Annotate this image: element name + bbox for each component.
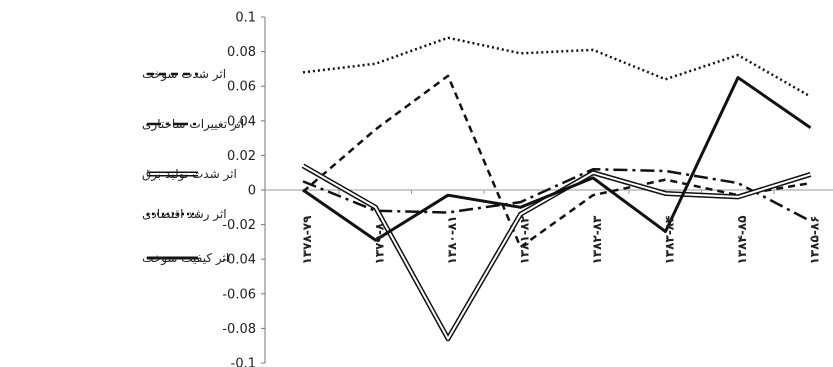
series-line [302,76,812,242]
x-tick-label: ۱۳۷۹-۸۰ [373,216,387,265]
y-tick-label: 0.02 [227,149,256,164]
series-line-path [302,76,812,242]
x-tick-label: ۱۳۸۳-۸۴ [663,216,677,265]
legend-label: اثر رشد اقتصادی [142,207,227,222]
y-tick-label: -0.02 [222,218,256,233]
x-tick-label: ۱۳۸۲-۸۳ [590,215,604,265]
series-line-path [302,36,812,98]
legend-label: اثر شدت سوخت [142,67,226,82]
legend-item: اثر شدت سوخت [142,67,226,82]
x-tick-label: ۱۳۸۴-۸۵ [735,216,749,265]
series-layer [301,36,812,342]
y-tick-label: -0.1 [231,357,256,367]
y-axis: 0.1 0.08 0.06 0.04 0.02 0 -0.02 -0.04 -0.06 -0.08… [222,11,266,367]
y-tick-label: -0.08 [222,322,256,337]
legend-label: اثر تغییرات ساختاری [142,117,244,132]
series-line-path [302,167,812,223]
series-line [302,36,812,98]
y-tick-label: 0.06 [227,80,256,95]
legend-item: اثر شدت تولید برق [142,167,237,182]
x-tick-labels: ۱۳۷۸-۷۹ ۱۳۷۹-۸۰ ۱۳۸۰-۸۱ ۱۳۸۱-۸۲ ۱۳۸۲-۸۳ ۱۳۸۳-… [300,215,822,265]
x-tick-label: ۱۳۷۸-۷۹ [300,215,314,265]
y-tick-label: 0 [248,184,256,199]
y-tick-label: 0.1 [235,11,256,26]
series-line [302,167,812,223]
y-tick-label: -0.04 [222,253,256,268]
series-line [302,74,811,249]
x-tick-label: ۱۳۸۱-۸۲ [518,215,532,265]
legend-label: اثر شدت تولید برق [142,167,237,182]
legend: اثر شدت سوخت اثر تغییرات ساختاری اثر شدت ت… [142,67,244,266]
x-tick-label: ۱۳۸۵-۸۶ [808,216,822,265]
y-tick-label: 0.08 [227,45,256,60]
x-tick-label: ۱۳۸۰-۸۱ [445,216,459,265]
legend-item: اثر تغییرات ساختاری [142,117,244,132]
legend-item: اثر کیفیت سوخت [142,251,229,266]
legend-item: اثر رشد اقتصادی [142,207,227,222]
series-line-path [302,74,811,249]
y-tick-label: -0.06 [222,287,256,302]
y-tick-label: 0.04 [227,114,256,129]
legend-label: اثر کیفیت سوخت [142,251,229,266]
